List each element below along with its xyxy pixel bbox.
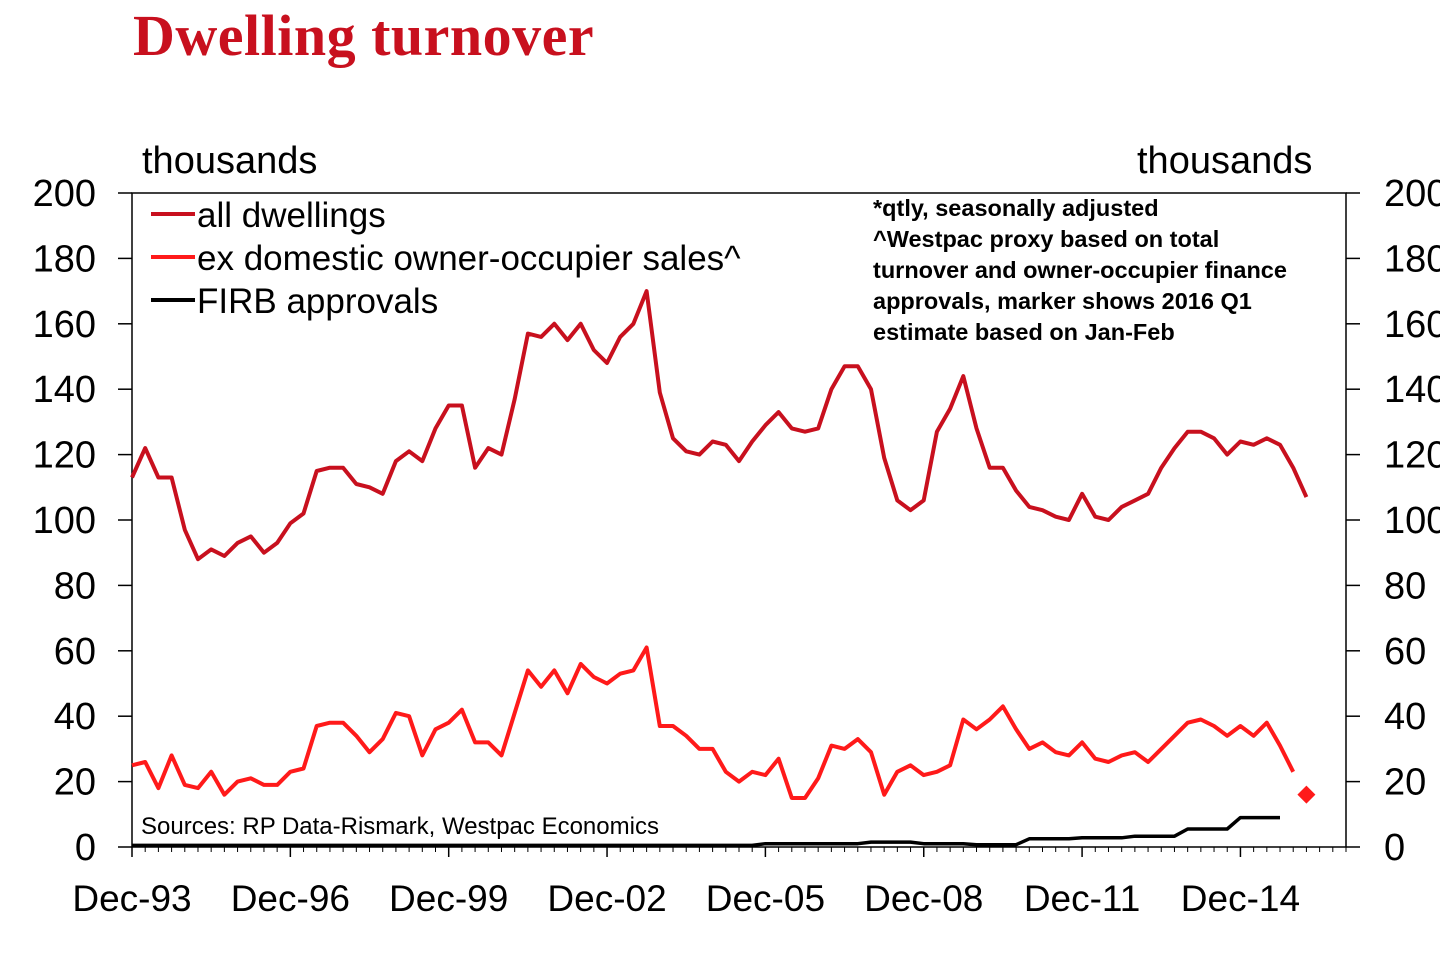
note-line: ^Westpac proxy based on total [873,226,1220,252]
y-tick-label-right: 120 [1384,435,1440,477]
chart-notes: *qtly, seasonally adjusted ^Westpac prox… [873,193,1343,348]
note-line: turnover and owner-occupier finance [873,257,1287,283]
ex-domestic-owner-occupier-line [131,645,1295,800]
y-tick-label-left: 80 [54,565,96,607]
y-tick-label-left: 60 [54,631,96,673]
x-tick-label: Dec-08 [864,878,983,919]
y-tick-label-right: 200 [1384,173,1440,215]
source-note: Sources: RP Data-Rismark, Westpac Econom… [141,813,659,840]
left-axis-unit-label: thousands [142,140,318,182]
series-lines [130,289,1316,848]
y-axis-ticks: 0 0 20 20 40 40 60 60 80 80 100 100 120 120 140 140 160 1… [33,173,1440,869]
y-tick-label-right: 60 [1384,631,1426,673]
note-line: *qtly, seasonally adjusted [873,195,1159,221]
y-tick-label-left: 20 [54,762,96,804]
y-tick-label-right: 140 [1384,369,1440,411]
x-tick-label: Dec-14 [1181,878,1300,919]
note-line: estimate based on Jan-Feb [873,319,1175,345]
legend-label-ex-domestic: ex domestic owner-occupier sales^ [197,239,741,278]
y-tick-label-right: 180 [1384,238,1440,280]
y-tick-label-right: 20 [1384,762,1426,804]
y-tick-label-left: 160 [33,304,96,346]
firb-approvals-line [132,815,1280,848]
note-line: approvals, marker shows 2016 Q1 [873,288,1252,314]
x-tick-label: Dec-11 [1024,878,1141,919]
y-tick-label-right: 0 [1384,827,1405,869]
y-tick-label-right: 80 [1384,565,1426,607]
y-tick-label-right: 100 [1384,500,1440,542]
x-tick-label: Dec-02 [547,878,666,919]
y-tick-label-left: 180 [33,238,96,280]
chart-title: Dwelling turnover [133,3,595,68]
legend: all dwellings ex domestic owner-occupier… [151,196,741,321]
y-tick-label-right: 160 [1384,304,1440,346]
x-tick-label: Dec-99 [389,878,508,919]
all-dwellings-line [130,289,1309,562]
x-tick-label: Dec-93 [72,878,191,919]
x-axis: Dec-93 Dec-96 Dec-99 Dec-02 Dec-05 Dec-08 Dec-… [72,847,1347,919]
y-tick-label-left: 120 [33,435,96,477]
y-tick-label-left: 40 [54,696,96,738]
y-tick-label-left: 100 [33,500,96,542]
legend-label-all-dwellings: all dwellings [197,196,386,235]
right-axis-unit-label: thousands [1137,140,1313,182]
x-tick-label: Dec-05 [706,878,825,919]
y-tick-label-left: 0 [75,827,96,869]
x-tick-label: Dec-96 [231,878,350,919]
y-tick-label-left: 140 [33,369,96,411]
estimate-marker [1297,785,1316,804]
legend-label-firb: FIRB approvals [197,282,438,321]
y-tick-label-left: 200 [33,173,96,215]
y-tick-label-right: 40 [1384,696,1426,738]
